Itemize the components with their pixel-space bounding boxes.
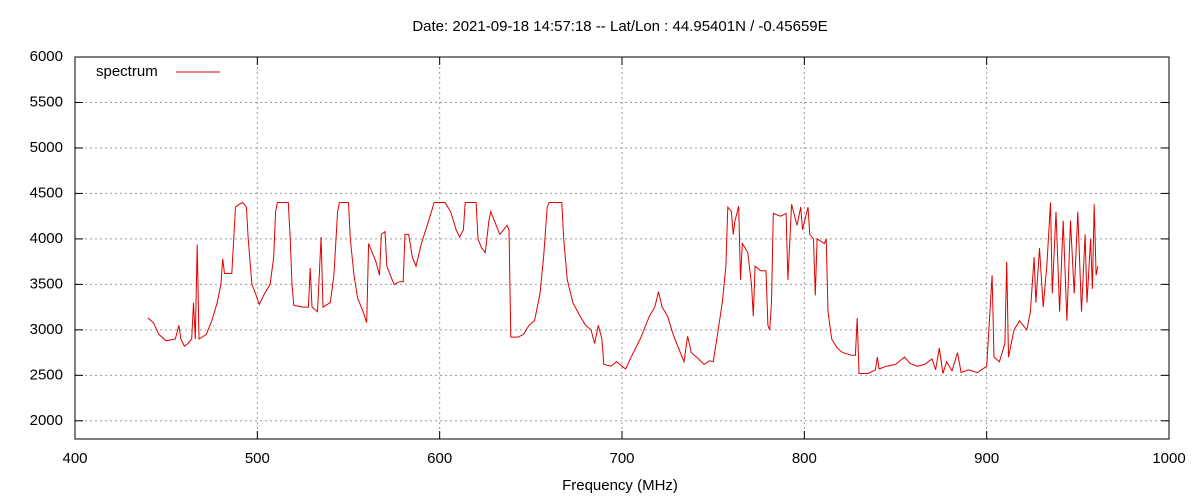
x-tick-label: 500	[245, 450, 270, 467]
y-tick-label: 4000	[30, 230, 63, 247]
y-tick-label: 4500	[30, 184, 63, 201]
y-tick-label: 5000	[30, 139, 63, 156]
spectrum-line	[147, 201, 1099, 374]
y-tick-label: 2000	[30, 412, 63, 429]
y-tick-label: 3500	[30, 275, 63, 292]
legend-label: spectrum	[96, 63, 158, 80]
x-tick-label: 400	[62, 450, 87, 467]
x-tick-label: 600	[427, 450, 452, 467]
y-tick-label: 2500	[30, 366, 63, 383]
x-tick-label: 900	[974, 450, 999, 467]
y-tick-label: 6000	[30, 48, 63, 65]
x-tick-label: 800	[792, 450, 817, 467]
y-tick-label: 3000	[30, 321, 63, 338]
x-axis-label: Frequency (MHz)	[562, 477, 678, 494]
x-tick-label: 700	[609, 450, 634, 467]
plot-border	[74, 56, 1170, 440]
x-tick-label: 1000	[1152, 450, 1185, 467]
y-tick-label: 5500	[30, 93, 63, 110]
chart-title: Date: 2021-09-18 14:57:18 -- Lat/Lon : 4…	[412, 18, 827, 35]
